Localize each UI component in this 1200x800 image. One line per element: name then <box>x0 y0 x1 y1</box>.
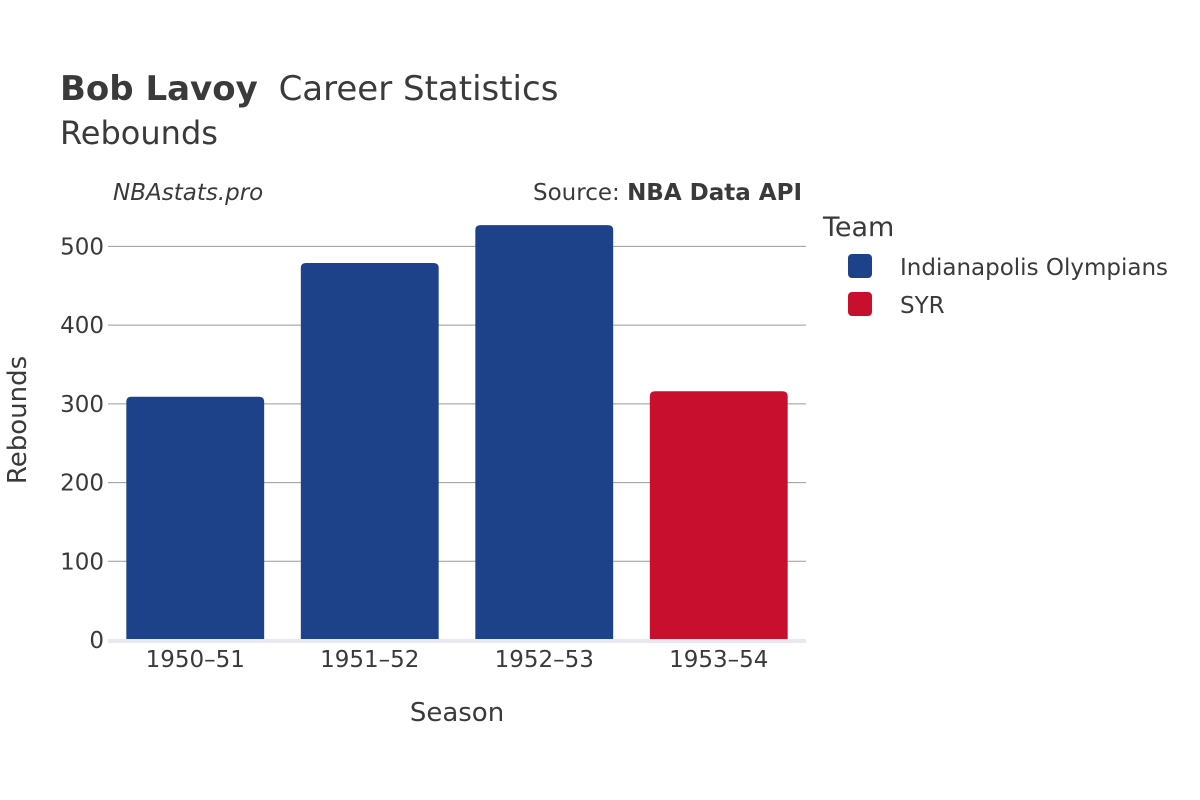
bar-1952–53 <box>475 225 614 640</box>
source-text: Source: NBA Data API <box>533 180 802 206</box>
x-axis-title: Season <box>410 698 504 728</box>
x-tick-label: 1951–52 <box>320 647 419 673</box>
legend-swatch <box>848 292 872 316</box>
legend-swatch <box>848 254 872 278</box>
bar-1953–54 <box>649 391 788 640</box>
y-tick-label: 100 <box>60 549 104 575</box>
y-tick-label: 0 <box>89 628 104 654</box>
y-axis-title: Rebounds <box>3 356 33 484</box>
y-tick-label: 400 <box>60 313 104 339</box>
legend-item[interactable]: SYR <box>848 292 945 319</box>
legend-title: Team <box>822 212 894 243</box>
x-tick-label: 1950–51 <box>146 647 245 673</box>
watermark-text: NBAstats.pro <box>113 180 263 206</box>
bar-1951–52 <box>300 262 439 640</box>
y-tick-labels: 0 100 200 300 400 500 <box>60 234 104 654</box>
legend-item[interactable]: Indianapolis Olympians <box>848 254 1168 281</box>
legend: Indianapolis Olympians SYR <box>848 254 1168 319</box>
chart-title-rest: Career Statistics <box>279 69 559 109</box>
source-name: NBA Data API <box>627 180 802 206</box>
chart-title: Bob Lavoy Career Statistics <box>60 69 558 109</box>
y-tick-label: 500 <box>60 234 104 260</box>
legend-label: SYR <box>900 293 945 319</box>
chart-title-player: Bob Lavoy <box>60 69 258 109</box>
chart-subtitle: Rebounds <box>60 114 218 152</box>
x-tick-label: 1952–53 <box>495 647 594 673</box>
bar-1950–51 <box>126 396 265 640</box>
y-tick-label: 200 <box>60 471 104 497</box>
legend-label: Indianapolis Olympians <box>900 255 1168 281</box>
y-tick-label: 300 <box>60 392 104 418</box>
source-prefix: Source: <box>533 180 627 206</box>
x-tick-label: 1953–54 <box>669 647 768 673</box>
x-tick-labels: 1950–51 1951–52 1952–53 1953–54 <box>146 647 769 673</box>
bars-group <box>126 225 788 640</box>
